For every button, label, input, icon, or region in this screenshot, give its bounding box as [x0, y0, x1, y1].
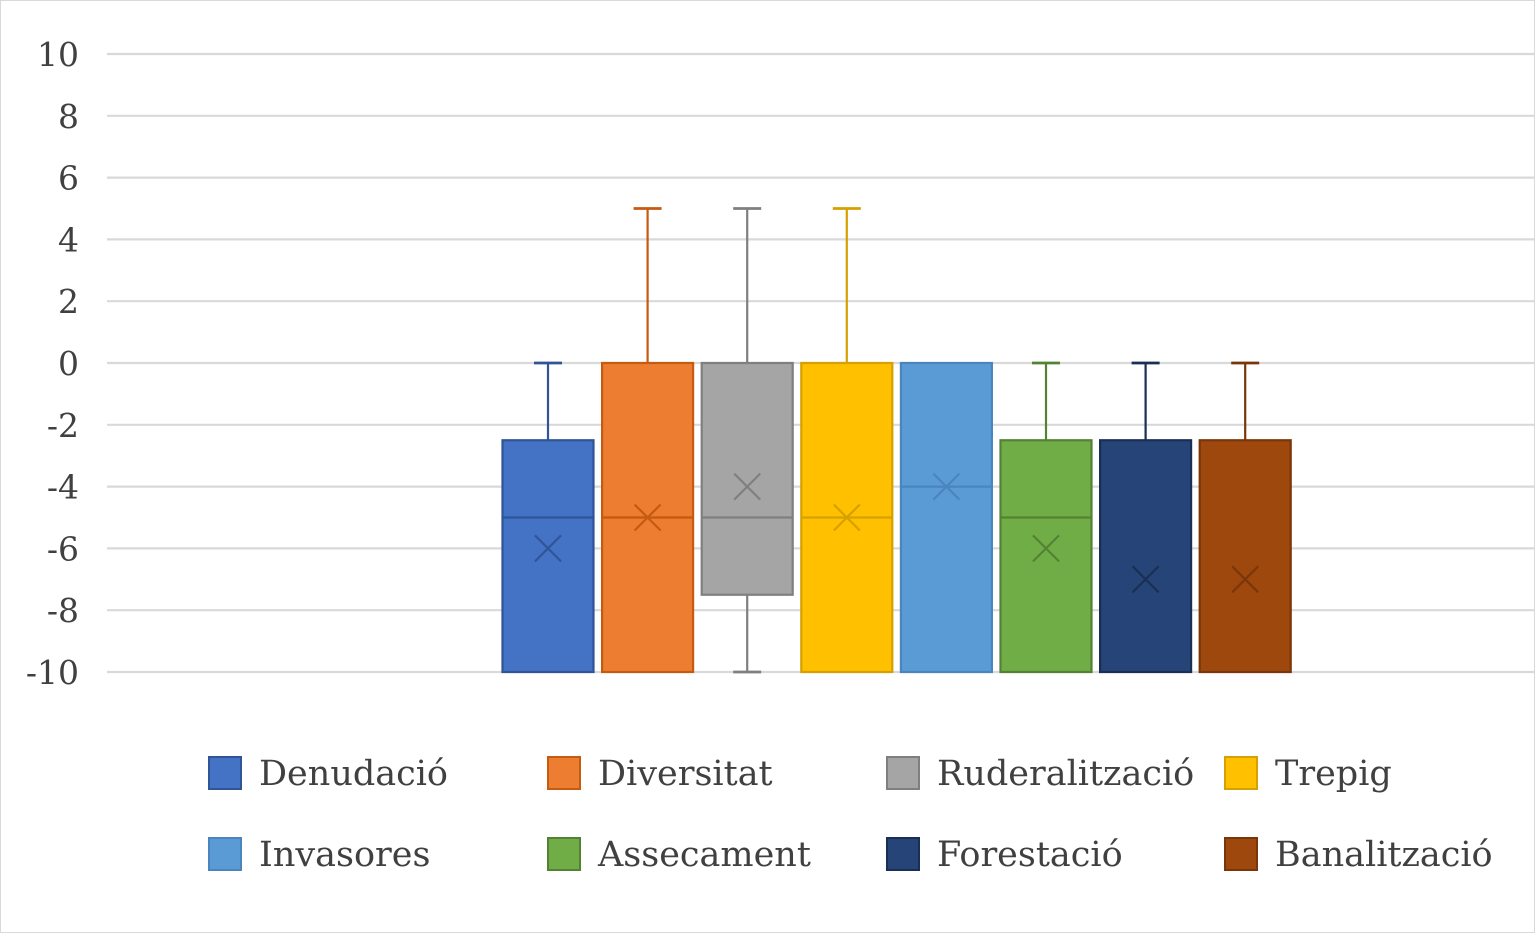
legend-item: Diversitat	[547, 754, 773, 794]
y-tick-label: -6	[47, 529, 79, 568]
box-body	[700, 361, 794, 596]
legend-item: Ruderalització	[886, 754, 1194, 794]
legend-swatch	[886, 756, 920, 790]
mean-marker	[833, 503, 861, 532]
box-1	[501, 361, 595, 674]
mean-marker	[633, 503, 662, 532]
legend-label: Banalització	[1275, 835, 1493, 875]
boxes	[501, 207, 1292, 674]
y-tick-label: -2	[47, 406, 79, 445]
y-tick-label: 4	[58, 220, 79, 259]
box-body	[999, 439, 1093, 674]
legend-swatch	[547, 756, 581, 790]
legend-label: Diversitat	[598, 754, 773, 794]
mean-marker	[1131, 565, 1160, 594]
y-tick-label: 6	[58, 159, 79, 198]
legend-label: Ruderalització	[937, 754, 1194, 794]
legend-item: Invasores	[208, 835, 430, 875]
legend-label: Denudació	[259, 754, 448, 794]
box-6	[999, 361, 1093, 674]
legend: Denudació Diversitat Ruderalització Trepig I…	[208, 754, 1493, 875]
legend-swatch	[886, 837, 920, 871]
y-tick-label: 10	[37, 35, 79, 74]
box-2	[600, 207, 695, 674]
y-tick-label: 2	[58, 282, 79, 321]
mean-marker	[534, 534, 562, 563]
mean-marker	[1032, 534, 1060, 563]
legend-item: Banalització	[1224, 835, 1493, 875]
legend-swatch	[1224, 756, 1258, 790]
y-tick-label: 8	[58, 97, 79, 136]
legend-swatch	[1224, 837, 1258, 871]
mean-marker	[1231, 565, 1259, 594]
box-7	[1098, 361, 1193, 674]
y-tick-label: 0	[58, 344, 79, 383]
legend-item: Assecament	[547, 835, 811, 875]
box-8	[1198, 361, 1292, 674]
mean-marker	[733, 472, 761, 501]
legend-item: Forestació	[886, 835, 1123, 875]
y-tick-label: -10	[26, 653, 79, 692]
box-5	[899, 361, 994, 674]
legend-label: Assecament	[597, 835, 811, 875]
box-body	[501, 439, 595, 674]
legend-label: Trepig	[1275, 754, 1392, 794]
y-axis-tick-labels: 10 8 6 4 2 0 -2 -4 -6 -8 -10	[26, 35, 79, 692]
y-tick-label: -4	[47, 468, 79, 507]
legend-label: Forestació	[937, 835, 1123, 875]
legend-swatch	[208, 756, 242, 790]
box-body	[1198, 439, 1292, 674]
box-body	[1098, 439, 1193, 674]
mean-marker	[932, 472, 961, 501]
legend-item: Trepig	[1224, 754, 1392, 794]
y-tick-label: -8	[47, 591, 79, 630]
box-3	[700, 207, 794, 674]
legend-swatch	[208, 837, 242, 871]
box-body	[899, 361, 994, 674]
legend-swatch	[547, 837, 581, 871]
legend-label: Invasores	[259, 835, 430, 875]
legend-item: Denudació	[208, 754, 448, 794]
box-4	[800, 207, 894, 674]
